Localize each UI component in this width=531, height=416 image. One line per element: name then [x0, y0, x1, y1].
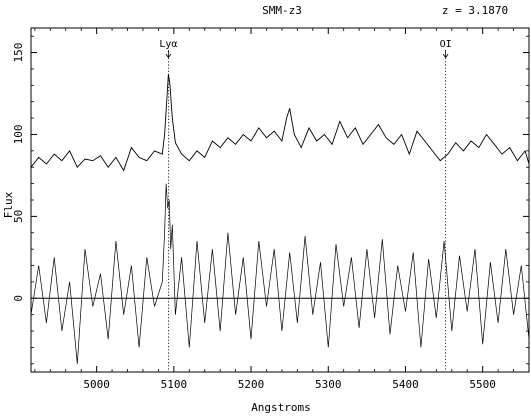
y-tick-label-0: 0	[12, 295, 25, 302]
redshift-label: z = 3.1870	[442, 4, 508, 17]
y-tick-label-2: 100	[12, 125, 25, 145]
x-tick-label-0: 5000	[83, 378, 110, 391]
series-line-1	[30, 183, 530, 364]
y-tick-label-1: 50	[12, 210, 25, 223]
y-tick-label-3: 150	[12, 43, 25, 63]
axes: 5000 5100 5200 5300 5400 5500 0 50 100 150	[12, 28, 530, 391]
series-line-0	[30, 73, 530, 172]
marker-label-0: Lyα	[159, 39, 177, 50]
x-tick-label-1: 5100	[161, 378, 188, 391]
object-label: SMM-z3	[262, 4, 302, 17]
x-tick-label-4: 5400	[392, 378, 419, 391]
x-tick-label-5: 5500	[469, 378, 496, 391]
plot-area: Lyα OI	[30, 39, 530, 372]
x-tick-label-3: 5300	[315, 378, 342, 391]
x-tick-label-2: 5200	[238, 378, 265, 391]
marker-arrow-0	[165, 50, 172, 59]
y-axis-title: Flux	[2, 191, 15, 218]
x-axis-title: Angstroms	[251, 401, 311, 414]
marker-label-1: OI	[440, 39, 452, 50]
marker-arrow-1	[442, 50, 449, 59]
